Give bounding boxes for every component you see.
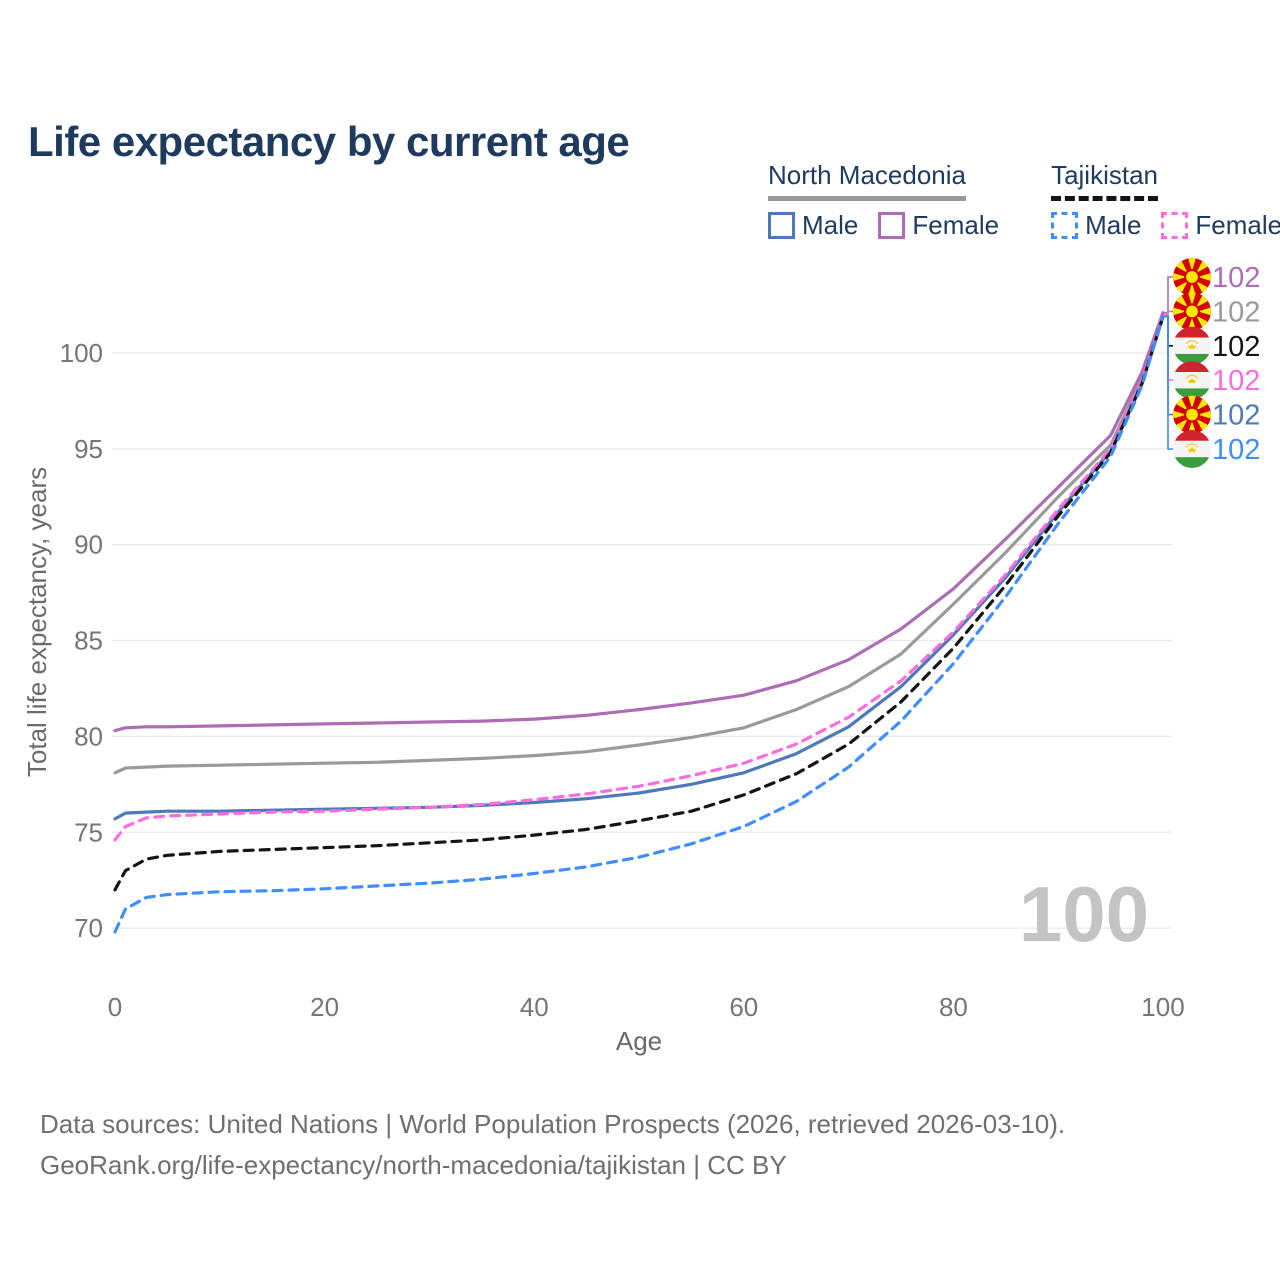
tj-male-key-icon <box>1051 212 1079 239</box>
tj-female-key-icon <box>1161 212 1189 239</box>
end-value-label: 102 <box>1212 434 1260 466</box>
y-tick-label: 100 <box>60 338 103 368</box>
flag-tj-icon <box>1173 361 1211 399</box>
end-value-label: 102 <box>1212 262 1260 294</box>
gridlines <box>112 352 1172 929</box>
legend-items-tajikistan: Male Female <box>1051 210 1280 241</box>
chart-legend: North Macedonia Male Female Tajikistan M… <box>768 160 1280 241</box>
legend-item-label: Female <box>1195 210 1280 240</box>
legend-item-tj-female[interactable]: Female <box>1161 210 1280 241</box>
flag-mk-icon <box>1172 257 1212 297</box>
end-value-label: 102 <box>1212 296 1260 328</box>
x-tick-label: 40 <box>520 992 549 1022</box>
end-value-label: 102 <box>1212 400 1260 432</box>
watermark-100: 100 <box>1019 870 1149 958</box>
legend-group-title-tajikistan: Tajikistan <box>1051 160 1158 201</box>
legend-group-tajikistan: Tajikistan Male Female <box>1051 160 1280 241</box>
y-tick-label: 80 <box>74 721 103 751</box>
legend-group-north-macedonia: North Macedonia Male Female <box>768 160 999 241</box>
legend-item-nm-female[interactable]: Female <box>878 210 999 241</box>
series-line-tj-male <box>113 315 1165 934</box>
legend-item-tj-male[interactable]: Male <box>1051 210 1141 241</box>
legend-group-title-north-macedonia: North Macedonia <box>768 160 966 201</box>
x-tick-label: 100 <box>1141 992 1184 1022</box>
series-line-mk-north-macedonia <box>113 313 1165 775</box>
y-tick-label: 95 <box>74 434 103 464</box>
leader-line <box>1163 315 1173 450</box>
x-axis-title: Age <box>616 1026 662 1056</box>
georank-url-line: GeoRank.org/life-expectancy/north-macedo… <box>40 1150 787 1180</box>
page-title: Life expectancy by current age <box>28 118 630 166</box>
series-line-tj-female <box>113 313 1165 842</box>
legend-items-north-macedonia: Male Female <box>768 210 999 241</box>
y-tick-label: 75 <box>74 817 103 847</box>
x-tick-label: 80 <box>939 992 968 1022</box>
series-line-mk-female <box>113 311 1165 733</box>
axes: 70 75 80 85 90 95 100 0 20 40 60 80 100 Age Total life… <box>22 338 1185 1056</box>
series-line-tj-tajikistan <box>113 315 1165 892</box>
x-tick-label: 0 <box>108 992 122 1022</box>
y-tick-label: 85 <box>74 626 103 656</box>
flag-mk-icon <box>1172 291 1212 331</box>
series-line-mk-male <box>113 315 1165 821</box>
source-attribution: Data sources: United Nations | World Pop… <box>40 1104 1065 1186</box>
leader-line <box>1163 276 1173 314</box>
legend-item-nm-male[interactable]: Male <box>768 210 858 241</box>
legend-item-label: Female <box>912 210 1000 240</box>
y-tick-label: 90 <box>74 530 103 560</box>
flag-tj-icon <box>1173 327 1211 365</box>
nm-female-key-icon <box>878 212 906 239</box>
y-axis-title: Total life expectancy, years <box>22 467 52 777</box>
end-value-label: 102 <box>1212 365 1260 397</box>
legend-item-label: Male <box>802 210 859 240</box>
nm-male-key-icon <box>768 212 795 239</box>
legend-item-label: Male <box>1085 210 1142 240</box>
end-value-label: 102 <box>1212 331 1260 363</box>
x-tick-label: 20 <box>310 992 339 1022</box>
flag-mk-icon <box>1172 395 1212 435</box>
x-tick-label: 60 <box>729 992 758 1022</box>
flag-tj-icon <box>1173 430 1211 468</box>
y-tick-label: 70 <box>74 913 103 943</box>
data-series <box>113 311 1165 934</box>
data-sources-line: Data sources: United Nations | World Pop… <box>40 1109 1066 1139</box>
